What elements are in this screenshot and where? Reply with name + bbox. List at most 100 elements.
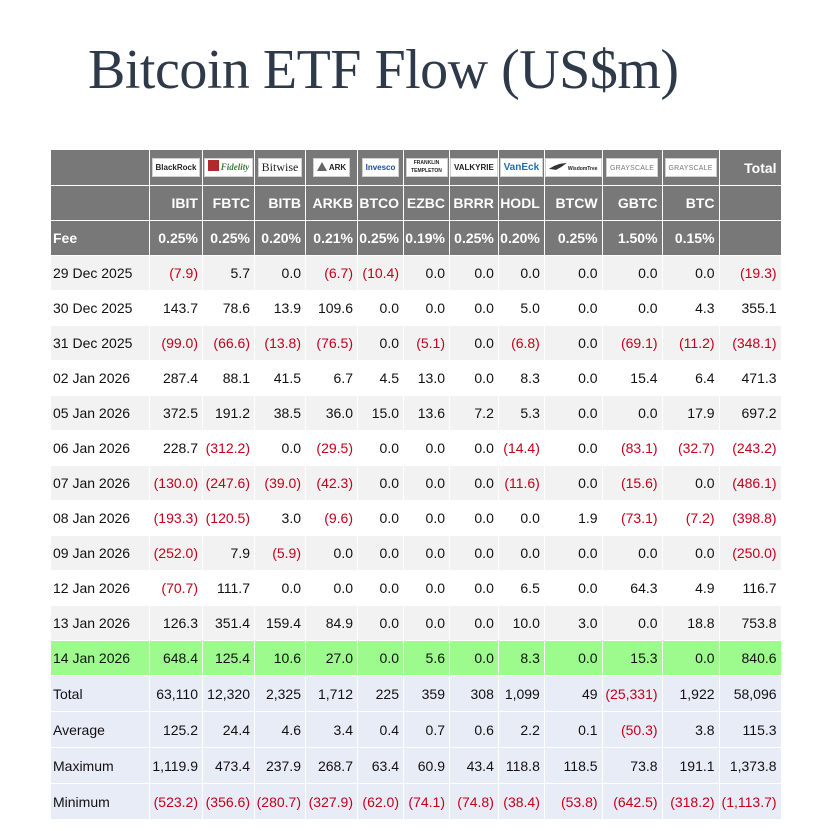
flow-cell: 0.0 [450, 501, 499, 536]
stat-total-cell: 115.3 [719, 712, 781, 748]
stat-cell: 3.8 [662, 712, 719, 748]
date-cell: 13 Jan 2026 [51, 606, 150, 641]
table-row: 12 Jan 2026 (70.7) 111.7 0.0 0.0 0.0 0.0 0.0 6.5… [51, 571, 782, 606]
issuer-name: VanEck [504, 162, 540, 173]
ticker-header: FBTC [203, 186, 255, 221]
fee-label: Fee [51, 221, 150, 256]
row-total-cell: 116.7 [719, 571, 781, 606]
flow-cell: 351.4 [203, 606, 255, 641]
date-cell: 14 Jan 2026 [51, 641, 150, 676]
fee-cell: 0.25% [203, 221, 255, 256]
stat-cell: (327.9) [306, 784, 358, 820]
flow-cell: (73.1) [602, 501, 662, 536]
flow-cell: 0.0 [544, 571, 602, 606]
fee-cell: 0.15% [662, 221, 719, 256]
stat-cell: (50.3) [602, 712, 662, 748]
stat-total-cell: (1,113.7) [719, 784, 781, 820]
stat-cell: 63.4 [358, 748, 404, 784]
flow-cell: 0.0 [544, 431, 602, 466]
flow-cell: 0.0 [450, 326, 499, 361]
flow-cell: (39.0) [255, 466, 306, 501]
fee-cell: 0.25% [358, 221, 404, 256]
issuer-name: Fidelity [221, 162, 250, 172]
stat-cell: 1,119.9 [150, 748, 203, 784]
flow-cell: 0.0 [544, 361, 602, 396]
flow-cell: (83.1) [602, 431, 662, 466]
ticker-header: EZBC [404, 186, 450, 221]
stat-cell: 225 [358, 676, 404, 712]
flow-cell: 159.4 [255, 606, 306, 641]
flow-cell: 13.6 [404, 396, 450, 431]
stat-cell: (523.2) [150, 784, 203, 820]
wisdomtree-logo: WisdomTree [545, 158, 602, 177]
ticker-header: BTCW [544, 186, 602, 221]
ticker-header: GBTC [602, 186, 662, 221]
date-cell: 08 Jan 2026 [51, 501, 150, 536]
flow-cell: 0.0 [404, 466, 450, 501]
stat-cell: 191.1 [662, 748, 719, 784]
stat-label: Average [51, 712, 150, 748]
issuer-name: FRANKLIN TEMPLETON [411, 160, 442, 174]
flow-cell: (9.6) [306, 501, 358, 536]
stat-cell: 60.9 [404, 748, 450, 784]
date-cell: 02 Jan 2026 [51, 361, 150, 396]
flow-cell: 0.0 [358, 326, 404, 361]
stat-cell: 2.2 [498, 712, 544, 748]
stat-cell: 268.7 [306, 748, 358, 784]
flow-cell: (252.0) [150, 536, 203, 571]
flow-cell: (193.3) [150, 501, 203, 536]
table-row: 07 Jan 2026 (130.0) (247.6) (39.0) (42.3) 0.0… [51, 466, 782, 501]
ticker-total-blank [719, 186, 781, 221]
flow-cell: 0.0 [450, 361, 499, 396]
row-total-cell: 471.3 [719, 361, 781, 396]
row-total-cell: (19.3) [719, 256, 781, 291]
table-row: 13 Jan 2026 126.3 351.4 159.4 84.9 0.0 0.0 0.0 1… [51, 606, 782, 641]
row-total-cell: 355.1 [719, 291, 781, 326]
table-row: 30 Dec 2025 143.7 78.6 13.9 109.6 0.0 0.0 0.0 5.… [51, 291, 782, 326]
stat-cell: 0.1 [544, 712, 602, 748]
flow-cell: 0.0 [544, 466, 602, 501]
flow-cell: 0.0 [358, 641, 404, 676]
flow-cell: 88.1 [203, 361, 255, 396]
table-row: 14 Jan 2026 648.4 125.4 10.6 27.0 0.0 5.6 0.0 8.… [51, 641, 782, 676]
date-cell: 07 Jan 2026 [51, 466, 150, 501]
stat-cell: 125.2 [150, 712, 203, 748]
stat-cell: (74.1) [404, 784, 450, 820]
table-row: 31 Dec 2025 (99.0) (66.6) (13.8) (76.5) 0.0 (5… [51, 326, 782, 361]
flow-cell: (7.9) [150, 256, 203, 291]
stat-total-cell: 58,096 [719, 676, 781, 712]
flow-cell: (5.1) [404, 326, 450, 361]
bitwise-logo: Bitwise [255, 150, 306, 186]
flow-cell: 4.9 [662, 571, 719, 606]
flow-cell: 5.6 [404, 641, 450, 676]
flow-cell: (69.1) [602, 326, 662, 361]
flow-cell: 372.5 [150, 396, 203, 431]
header-corner-cell [51, 150, 150, 186]
flow-cell: 0.0 [404, 431, 450, 466]
wisdomtree-mark-icon [549, 163, 567, 173]
stat-label: Maximum [51, 748, 150, 784]
flow-cell: 0.0 [544, 396, 602, 431]
blackrock-logo: BlackRock [152, 158, 201, 177]
issuer-name: ARK [329, 163, 346, 172]
ticker-row: IBIT FBTC BITB ARKB BTCO EZBC BRRR HODL BTCW GBTC… [51, 186, 782, 221]
table-row: 06 Jan 2026 228.7 (312.2) 0.0 (29.5) 0.0 0.0 0.… [51, 431, 782, 466]
issuer-name: BlackRock [156, 163, 197, 172]
stat-cell: 63,110 [150, 676, 203, 712]
flow-cell: 0.0 [404, 291, 450, 326]
flow-cell: (312.2) [203, 431, 255, 466]
stat-label: Total [51, 676, 150, 712]
invesco-logo: Invesco [358, 150, 404, 186]
franklin-templeton-logo: FRANKLIN TEMPLETON [406, 158, 448, 177]
flow-cell: 0.0 [498, 536, 544, 571]
flow-cell: 648.4 [150, 641, 203, 676]
ark-logo: ARK [306, 150, 358, 186]
ticker-header: BTC [662, 186, 719, 221]
flow-cell: 4.3 [662, 291, 719, 326]
fee-cell: 0.19% [404, 221, 450, 256]
flow-cell: 6.4 [662, 361, 719, 396]
stat-cell: 1,922 [662, 676, 719, 712]
page-title: Bitcoin ETF Flow (US$m) [88, 36, 679, 104]
fee-cell: 0.20% [498, 221, 544, 256]
ticker-header: HODL [498, 186, 544, 221]
